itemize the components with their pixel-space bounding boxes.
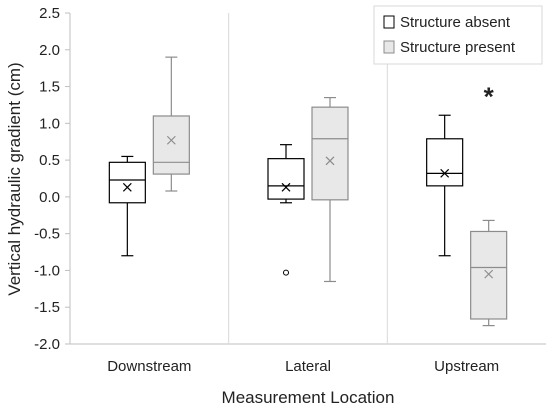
y-tick-label: 0.5	[39, 152, 60, 169]
outlier-point	[283, 269, 289, 276]
y-tick-label: 2.5	[39, 5, 60, 22]
significance-asterisk: *	[484, 81, 495, 111]
legend-label-absent: Structure absent	[400, 14, 511, 31]
box-iqr	[311, 106, 349, 201]
y-axis: 2.5 2.0 1.5 1.0 0.5 0.0 -0.5 -1.0 -1.5 -2.0	[34, 5, 70, 353]
box-structure-present	[311, 96, 349, 283]
x-category-label: Downstream	[107, 358, 191, 375]
box-structure-present	[470, 219, 508, 327]
legend: Structure absent Structure present	[373, 5, 543, 65]
box-structure-absent	[108, 155, 146, 257]
legend-swatch-present	[383, 40, 395, 54]
x-category-label: Upstream	[434, 358, 499, 375]
box-iqr	[108, 161, 146, 204]
mean-marker	[122, 182, 132, 192]
box-iqr	[426, 138, 464, 187]
y-tick-label: 2.0	[39, 42, 60, 59]
mean-marker	[325, 156, 335, 166]
box-iqr	[152, 115, 190, 175]
mean-marker	[440, 168, 450, 178]
y-axis-title: Vertical hydraulic gradient (cm)	[5, 62, 24, 295]
box-iqr	[470, 230, 508, 320]
plot-area	[69, 13, 546, 345]
y-tick-label: 0.0	[39, 189, 60, 206]
box-structure-absent	[426, 114, 464, 257]
y-tick-label: -2.0	[34, 336, 60, 353]
x-axis: Downstream Lateral Upstream	[107, 358, 499, 375]
box-structure-absent	[267, 144, 305, 276]
mean-marker	[484, 269, 494, 279]
y-tick-label: -1.5	[34, 299, 60, 316]
box-iqr	[267, 158, 305, 200]
mean-marker	[166, 135, 176, 145]
y-tick-label: -1.0	[34, 262, 60, 279]
mean-marker	[281, 182, 291, 192]
y-tick-label: 1.5	[39, 79, 60, 96]
boxes	[108, 56, 508, 327]
box-structure-present	[152, 56, 190, 192]
legend-swatch-absent	[383, 15, 395, 29]
annotations: *	[484, 81, 495, 111]
y-tick-label: -0.5	[34, 226, 60, 243]
legend-frame	[373, 5, 543, 65]
legend-label-present: Structure present	[400, 39, 516, 56]
y-tick-label: 1.0	[39, 115, 60, 132]
x-axis-title: Measurement Location	[222, 388, 395, 407]
x-category-label: Lateral	[285, 358, 331, 375]
